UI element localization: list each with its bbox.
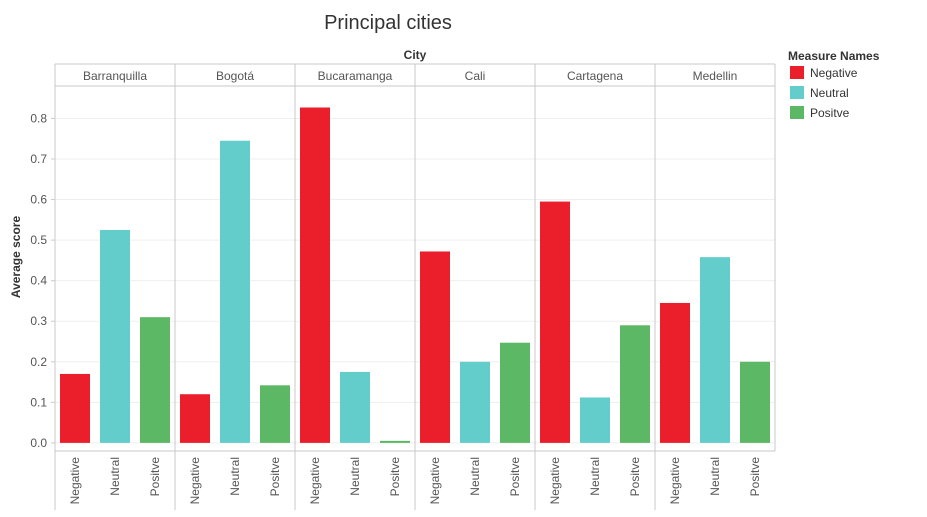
bar-bogota-negative bbox=[180, 394, 210, 443]
legend: Negative Neutral Positve bbox=[790, 66, 858, 120]
y-tick-label: 0.3 bbox=[30, 314, 47, 328]
y-axis-ticks: 0.0 0.1 0.2 0.3 0.4 0.5 0.6 0.7 0.8 bbox=[30, 111, 55, 450]
category-label: Neutral bbox=[708, 457, 722, 496]
legend-item-negative: Negative bbox=[790, 66, 858, 80]
legend-swatch bbox=[790, 106, 804, 119]
category-label: Positve bbox=[508, 457, 522, 497]
facet-label-bucaramanga: Bucaramanga bbox=[318, 69, 393, 83]
bar-cali-negative bbox=[420, 251, 450, 443]
bars bbox=[60, 107, 770, 443]
category-label: Neutral bbox=[468, 457, 482, 496]
legend-swatch bbox=[790, 66, 804, 79]
category-label: Negative bbox=[548, 457, 562, 505]
bar-medellin-positve bbox=[740, 361, 770, 443]
bar-medellin-neutral bbox=[700, 257, 730, 443]
category-label: Neutral bbox=[348, 457, 362, 496]
y-tick-label: 0.8 bbox=[30, 111, 47, 125]
facet-label-cartagena: Cartagena bbox=[567, 69, 623, 83]
category-label: Neutral bbox=[108, 457, 122, 496]
legend-title: Measure Names bbox=[788, 49, 880, 63]
category-labels: Negative Neutral Positve Negative Neutral Pos… bbox=[68, 457, 762, 505]
bar-bucaramanga-positve bbox=[380, 440, 410, 443]
category-label: Negative bbox=[308, 457, 322, 505]
legend-item-neutral: Neutral bbox=[790, 86, 849, 100]
chart-title: Principal cities bbox=[324, 12, 452, 34]
y-axis-label: Average score bbox=[9, 216, 23, 299]
legend-label: Positve bbox=[810, 106, 850, 120]
legend-label: Negative bbox=[810, 66, 858, 80]
bar-medellin-negative bbox=[660, 302, 690, 443]
facet-label-barranquilla: Barranquilla bbox=[83, 69, 147, 83]
y-tick-label: 0.1 bbox=[30, 395, 47, 409]
legend-item-positve: Positve bbox=[790, 106, 850, 120]
bar-bucaramanga-neutral bbox=[340, 371, 370, 443]
bar-cartagena-negative bbox=[540, 201, 570, 443]
y-tick-label: 0.4 bbox=[30, 274, 47, 288]
y-tick-label: 0.0 bbox=[30, 436, 47, 450]
category-label: Negative bbox=[428, 457, 442, 505]
category-label: Positve bbox=[268, 457, 282, 497]
category-label: Negative bbox=[188, 457, 202, 505]
column-header: City bbox=[404, 48, 427, 62]
y-tick-label: 0.7 bbox=[30, 152, 47, 166]
bar-cartagena-neutral bbox=[580, 397, 610, 443]
bar-bucaramanga-negative bbox=[300, 107, 330, 443]
category-label: Positve bbox=[148, 457, 162, 497]
bar-cali-positve bbox=[500, 342, 530, 443]
bar-cartagena-positve bbox=[620, 325, 650, 443]
facet-label-medellin: Medellin bbox=[693, 69, 738, 83]
panel-frame bbox=[54, 63, 776, 510]
category-label: Neutral bbox=[228, 457, 242, 496]
y-tick-label: 0.6 bbox=[30, 193, 47, 207]
legend-label: Neutral bbox=[810, 86, 849, 100]
bar-bogota-positve bbox=[260, 385, 290, 443]
category-label: Positve bbox=[628, 457, 642, 497]
category-label: Positve bbox=[748, 457, 762, 497]
bar-barranquilla-negative bbox=[60, 373, 90, 443]
bar-barranquilla-positve bbox=[140, 317, 170, 443]
bar-bogota-neutral bbox=[220, 140, 250, 443]
category-label: Neutral bbox=[588, 457, 602, 496]
facet-label-bogota: Bogotá bbox=[216, 69, 254, 83]
bar-barranquilla-neutral bbox=[100, 229, 130, 443]
y-tick-label: 0.5 bbox=[30, 233, 47, 247]
facet-label-cali: Cali bbox=[465, 69, 486, 83]
category-label: Positve bbox=[388, 457, 402, 497]
bar-cali-neutral bbox=[460, 361, 490, 443]
legend-swatch bbox=[790, 86, 804, 99]
category-label: Negative bbox=[68, 457, 82, 505]
y-tick-label: 0.2 bbox=[30, 355, 47, 369]
facet-headers: Barranquilla Bogotá Bucaramanga Cali Cartage… bbox=[83, 69, 737, 83]
category-label: Negative bbox=[668, 457, 682, 505]
